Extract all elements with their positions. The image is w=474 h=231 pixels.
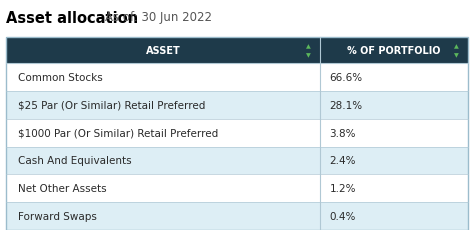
Text: 28.1%: 28.1% [329,100,363,110]
Text: As of: 30 Jun 2022: As of: 30 Jun 2022 [105,11,212,24]
Text: 0.4%: 0.4% [329,211,356,221]
Bar [6,174,468,202]
Text: 66.6%: 66.6% [329,73,363,83]
Text: $1000 Par (Or Similar) Retail Preferred: $1000 Par (Or Similar) Retail Preferred [18,128,218,138]
Bar [6,38,468,64]
Bar [6,38,468,230]
Text: % OF PORTFOLIO: % OF PORTFOLIO [347,46,441,56]
Bar [6,202,468,230]
Text: Common Stocks: Common Stocks [18,73,103,83]
Text: $25 Par (Or Similar) Retail Preferred: $25 Par (Or Similar) Retail Preferred [18,100,205,110]
Text: ▲: ▲ [306,44,311,49]
Text: Cash And Equivalents: Cash And Equivalents [18,156,131,166]
Text: ▲: ▲ [454,44,458,49]
Bar [6,119,468,147]
Text: ▼: ▼ [454,53,458,58]
Text: Net Other Assets: Net Other Assets [18,183,107,193]
Text: Asset allocation: Asset allocation [6,11,138,25]
Text: 2.4%: 2.4% [329,156,356,166]
Bar [6,147,468,174]
Bar [6,64,468,92]
Text: 1.2%: 1.2% [329,183,356,193]
Text: 3.8%: 3.8% [329,128,356,138]
Text: ASSET: ASSET [146,46,181,56]
Text: ▼: ▼ [306,53,311,58]
Text: Forward Swaps: Forward Swaps [18,211,97,221]
Bar [6,92,468,119]
